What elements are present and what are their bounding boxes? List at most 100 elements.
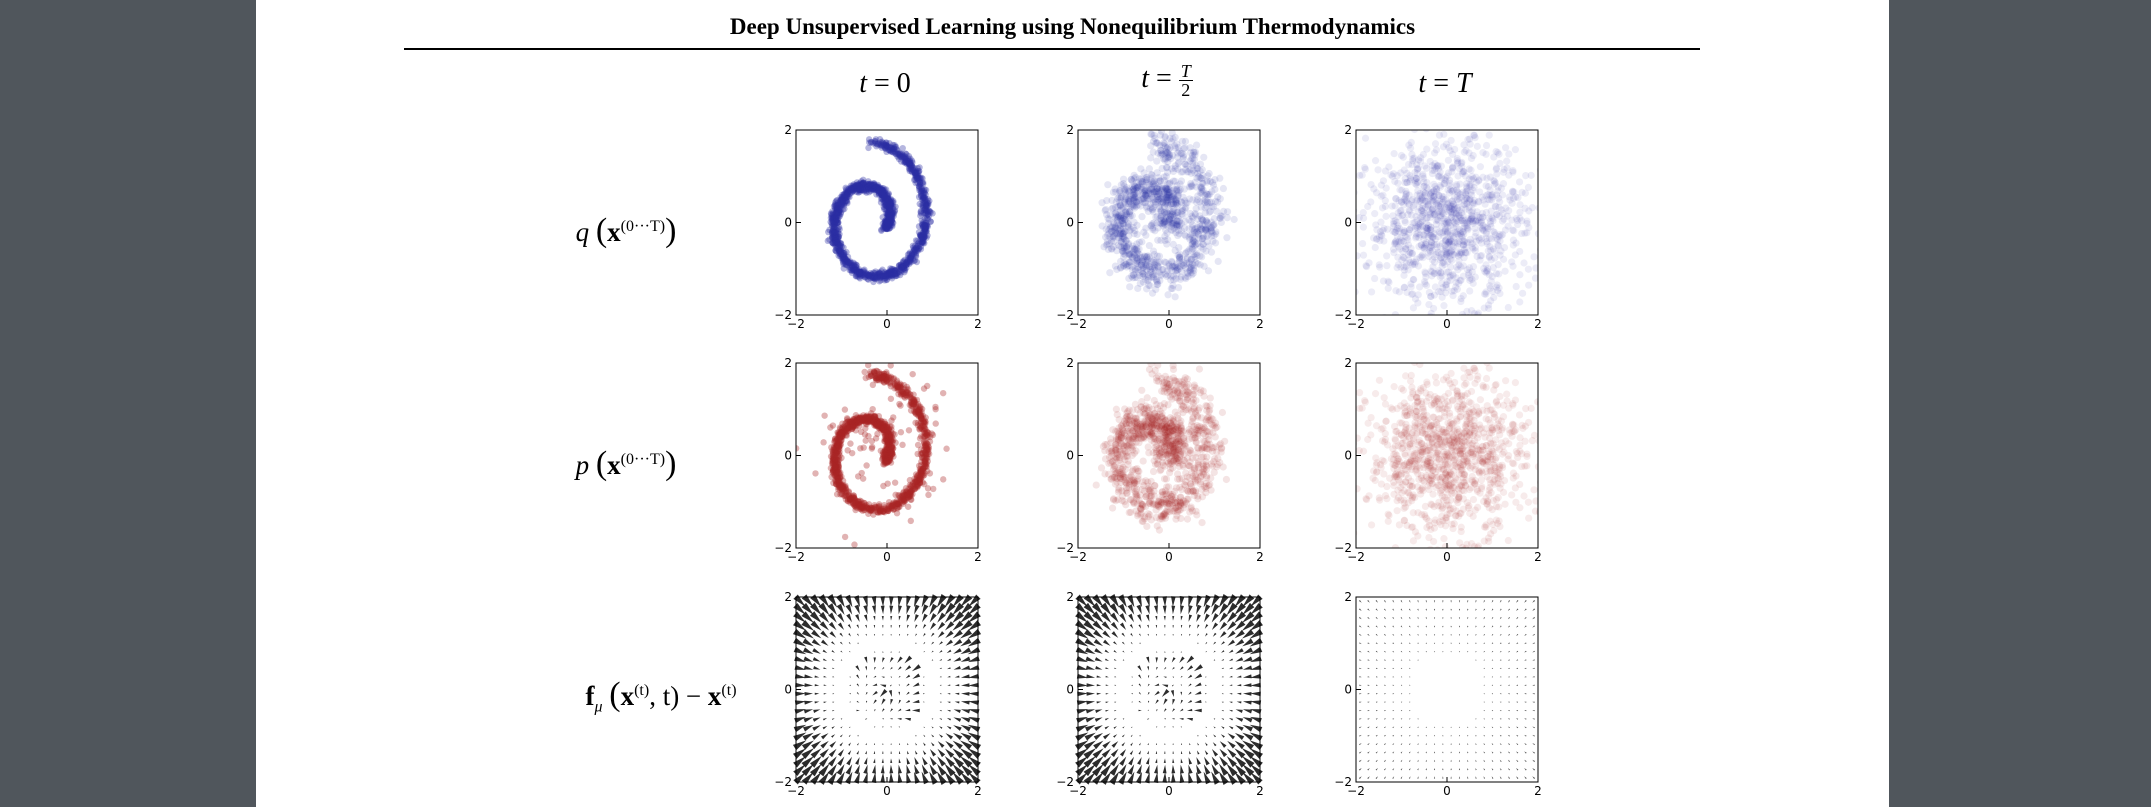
data-point — [880, 203, 887, 211]
data-point — [906, 249, 914, 256]
data-point — [1130, 185, 1138, 193]
data-point — [1202, 225, 1210, 233]
data-point — [854, 266, 861, 274]
data-point — [893, 150, 900, 157]
data-point — [842, 425, 849, 433]
data-point — [883, 270, 890, 277]
data-point — [876, 373, 884, 381]
data-point — [1397, 263, 1405, 271]
data-point — [872, 435, 880, 442]
data-point — [827, 210, 835, 217]
data-point — [1443, 278, 1451, 286]
data-point — [904, 492, 911, 499]
data-point — [1483, 238, 1491, 246]
data-point — [1117, 257, 1125, 266]
data-point — [1115, 221, 1123, 229]
data-point — [838, 255, 845, 262]
data-point — [1126, 262, 1134, 270]
data-point — [1177, 168, 1185, 176]
data-point — [884, 269, 891, 276]
data-point — [894, 504, 901, 511]
data-point — [920, 422, 928, 430]
data-point — [1174, 231, 1182, 240]
data-point — [914, 480, 921, 488]
data-point — [1149, 199, 1158, 207]
data-point — [831, 201, 839, 209]
data-point — [1377, 218, 1385, 226]
data-point — [1434, 208, 1442, 216]
data-point — [850, 259, 857, 267]
data-point — [1446, 249, 1454, 257]
data-point — [922, 429, 929, 437]
data-point — [885, 220, 893, 227]
data-point — [922, 209, 929, 217]
data-point — [1410, 275, 1418, 284]
data-point — [890, 269, 897, 276]
data-point — [1169, 262, 1177, 270]
data-point — [865, 501, 873, 508]
data-point — [1186, 165, 1194, 173]
data-point — [1153, 278, 1161, 286]
data-point — [833, 208, 840, 215]
data-point — [902, 150, 909, 157]
data-point — [915, 172, 922, 180]
data-point — [1378, 232, 1386, 240]
data-point — [1152, 195, 1160, 203]
data-point — [903, 261, 910, 268]
data-point — [1200, 153, 1208, 161]
data-point — [1457, 231, 1466, 239]
data-point — [924, 214, 931, 222]
data-point — [848, 418, 855, 425]
data-point — [1525, 281, 1533, 289]
data-point — [1442, 225, 1450, 233]
data-point — [886, 200, 893, 208]
data-point — [1168, 258, 1176, 266]
data-point — [838, 250, 845, 257]
data-point — [1416, 192, 1424, 200]
data-point — [838, 432, 846, 440]
data-point — [1199, 240, 1207, 248]
data-point — [875, 509, 882, 516]
data-point — [1168, 200, 1176, 208]
data-point — [1458, 169, 1467, 178]
data-point — [895, 390, 902, 398]
data-point — [1192, 198, 1201, 206]
data-point — [919, 471, 926, 479]
data-point — [1453, 154, 1461, 163]
data-point — [1476, 188, 1484, 196]
data-point — [849, 425, 856, 432]
data-point — [888, 272, 895, 279]
data-point — [852, 417, 860, 424]
data-point — [1409, 276, 1417, 284]
data-point — [885, 204, 893, 212]
data-point — [1125, 274, 1133, 283]
data-point — [872, 422, 880, 429]
data-point — [1543, 199, 1550, 206]
data-point — [878, 377, 886, 384]
data-point — [844, 416, 851, 423]
data-point — [881, 202, 889, 209]
data-point — [884, 220, 892, 228]
data-point — [851, 267, 859, 274]
data-point — [891, 479, 899, 486]
data-point — [1173, 182, 1181, 190]
data-point — [901, 256, 908, 264]
data-point — [927, 209, 934, 216]
data-point — [868, 182, 876, 190]
data-point — [1159, 192, 1167, 200]
data-point — [848, 186, 855, 193]
data-point — [1157, 198, 1165, 206]
data-point — [833, 436, 841, 444]
data-point — [1148, 178, 1156, 186]
data-point — [877, 140, 884, 148]
data-point — [1168, 266, 1176, 274]
data-point — [1465, 206, 1473, 214]
data-point — [1408, 160, 1416, 169]
data-point — [920, 472, 927, 479]
data-point — [915, 245, 923, 252]
data-point — [1104, 219, 1113, 228]
data-point — [1194, 260, 1202, 268]
data-point — [1162, 226, 1170, 234]
data-point — [1137, 261, 1145, 269]
data-point — [836, 474, 843, 482]
